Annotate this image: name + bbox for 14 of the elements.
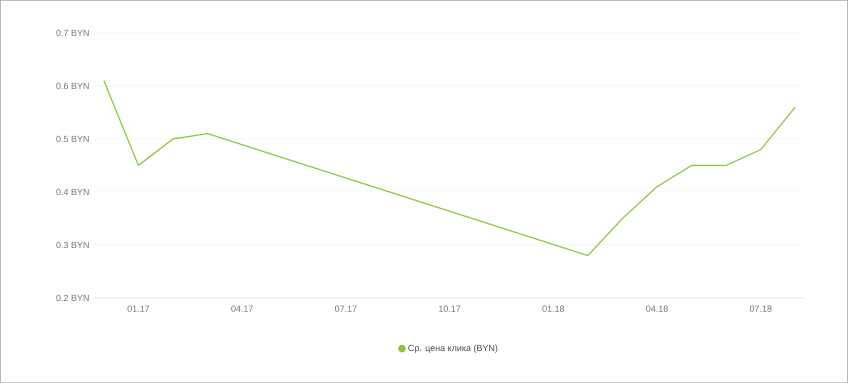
y-tick-label: 0.2 BYN [56,294,89,302]
y-tick-label: 0.7 BYN [56,30,89,36]
x-tick-label: 07.17 [334,306,357,312]
x-tick-label: 10.17 [439,306,460,312]
x-tick-label: 04.18 [646,306,668,312]
x-tick-label: 04.17 [231,306,253,312]
x-tick-label: 01.18 [542,306,564,312]
y-tick-label: 0.3 BYN [56,242,89,248]
x-tick-label: 01.17 [128,306,150,312]
legend-label: Ср. цена клика (BYN) [408,344,498,353]
y-tick-label: 0.4 BYN [56,188,89,196]
y-tick-label: 0.6 BYN [56,82,89,90]
x-tick-label: 07.18 [750,306,772,312]
y-tick-label: 0.5 BYN [56,136,89,142]
